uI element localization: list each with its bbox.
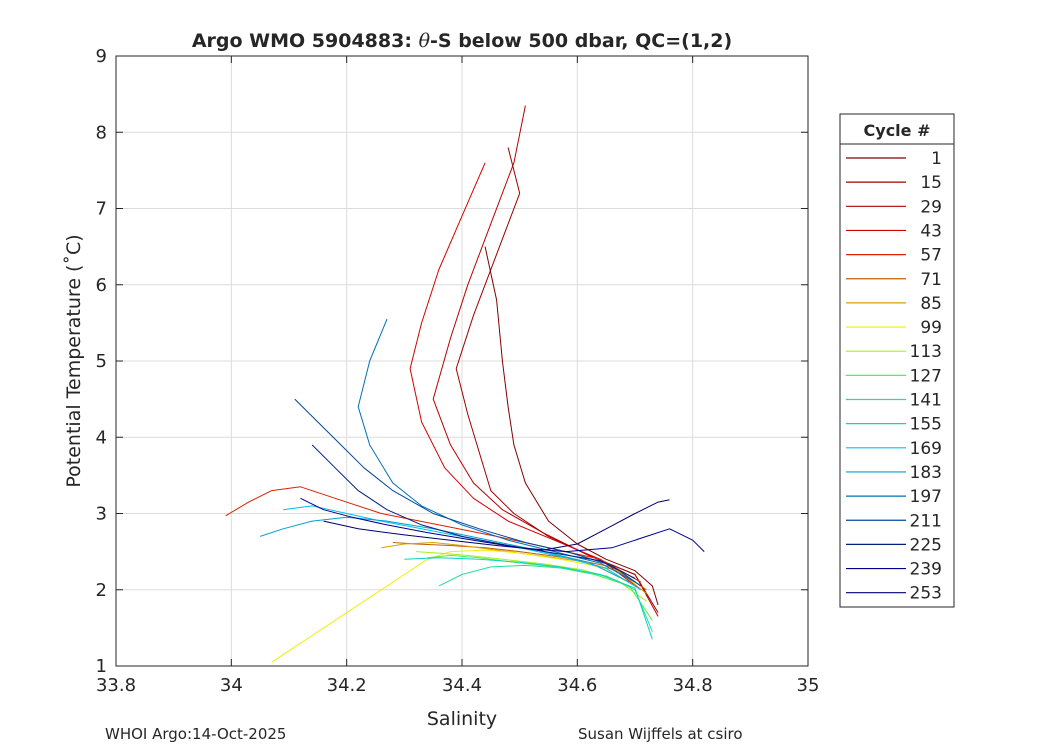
legend-label-cycle-141: 141 <box>910 391 942 411</box>
y-tick-label: 4 <box>96 427 107 448</box>
legend-label-cycle-225: 225 <box>910 535 942 555</box>
series-line-cycle-141 <box>438 564 653 632</box>
chart-title: Argo WMO 5904883: θ-S below 500 dbar, QC… <box>192 30 732 52</box>
legend-label-cycle-239: 239 <box>910 560 942 580</box>
legend-label-cycle-85: 85 <box>920 294 942 314</box>
legend-title: Cycle # <box>864 121 931 140</box>
legend-label-cycle-253: 253 <box>910 584 942 604</box>
y-tick-label: 5 <box>96 351 107 372</box>
series-line-cycle-211 <box>294 398 642 587</box>
legend-label-cycle-71: 71 <box>920 270 942 290</box>
legend-label-cycle-211: 211 <box>910 511 942 531</box>
y-tick-label: 8 <box>96 122 107 143</box>
y-tick-label: 2 <box>96 580 107 601</box>
y-tick-label: 3 <box>96 504 107 525</box>
legend-label-cycle-155: 155 <box>910 415 942 435</box>
legend-label-cycle-43: 43 <box>920 221 942 241</box>
legend-label-cycle-99: 99 <box>920 318 942 338</box>
y-tick-label: 1 <box>96 656 107 677</box>
series-layer <box>225 105 705 663</box>
y-tick-label: 6 <box>96 275 107 296</box>
series-line-cycle-43 <box>409 162 642 591</box>
legend-entries: 1 15 29 43 57 71 85 99 113 127 141 155 169 183 197 211 2… <box>846 149 942 604</box>
legend-box <box>839 113 955 608</box>
legend-label-cycle-29: 29 <box>920 197 942 217</box>
series-line-cycle-155 <box>404 557 653 640</box>
legend-label-cycle-15: 15 <box>920 173 942 193</box>
x-axis-label: Salinity <box>427 708 497 730</box>
x-tick-label: 34.4 <box>442 675 482 696</box>
series-line-cycle-253 <box>323 499 670 551</box>
legend: Cycle # 1 15 29 43 57 71 85 99 113 127 141 155 169 18… <box>839 113 955 608</box>
x-tick-label: 33.8 <box>96 675 136 696</box>
legend-label-cycle-169: 169 <box>910 439 942 459</box>
series-line-cycle-183 <box>260 516 630 583</box>
x-tick-label: 34.6 <box>557 675 597 696</box>
legend-label-cycle-57: 57 <box>920 246 942 266</box>
y-tick-label: 9 <box>96 46 107 67</box>
x-tick-label: 35 <box>797 675 820 696</box>
series-line-cycle-1 <box>484 246 659 606</box>
series-line-cycle-169 <box>283 505 642 591</box>
x-tick-label: 34 <box>220 675 243 696</box>
series-line-cycle-225 <box>311 444 636 579</box>
x-tick-label: 34.8 <box>673 675 713 696</box>
y-tick-label: 7 <box>96 199 107 220</box>
y-axis-label: Potential Temperature (˚C) <box>63 234 85 487</box>
series-line-cycle-29 <box>432 105 659 617</box>
legend-label-cycle-1: 1 <box>931 149 942 169</box>
legend-label-cycle-183: 183 <box>910 463 942 483</box>
footer-left-credit: WHOI Argo:14-Oct-2025 <box>105 725 287 743</box>
footer-right-credit: Susan Wijffels at csiro <box>578 725 743 743</box>
legend-label-cycle-113: 113 <box>910 342 942 362</box>
legend-label-cycle-127: 127 <box>910 366 942 386</box>
series-line-cycle-99 <box>271 549 636 663</box>
legend-label-cycle-197: 197 <box>910 487 942 507</box>
x-tick-label: 34.2 <box>327 675 367 696</box>
